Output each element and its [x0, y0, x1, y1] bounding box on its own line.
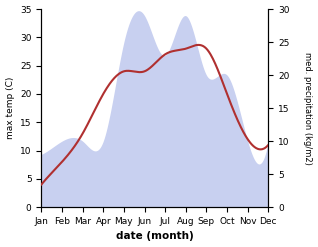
- Y-axis label: max temp (C): max temp (C): [5, 77, 15, 139]
- Y-axis label: med. precipitation (kg/m2): med. precipitation (kg/m2): [303, 52, 313, 165]
- X-axis label: date (month): date (month): [116, 231, 194, 242]
